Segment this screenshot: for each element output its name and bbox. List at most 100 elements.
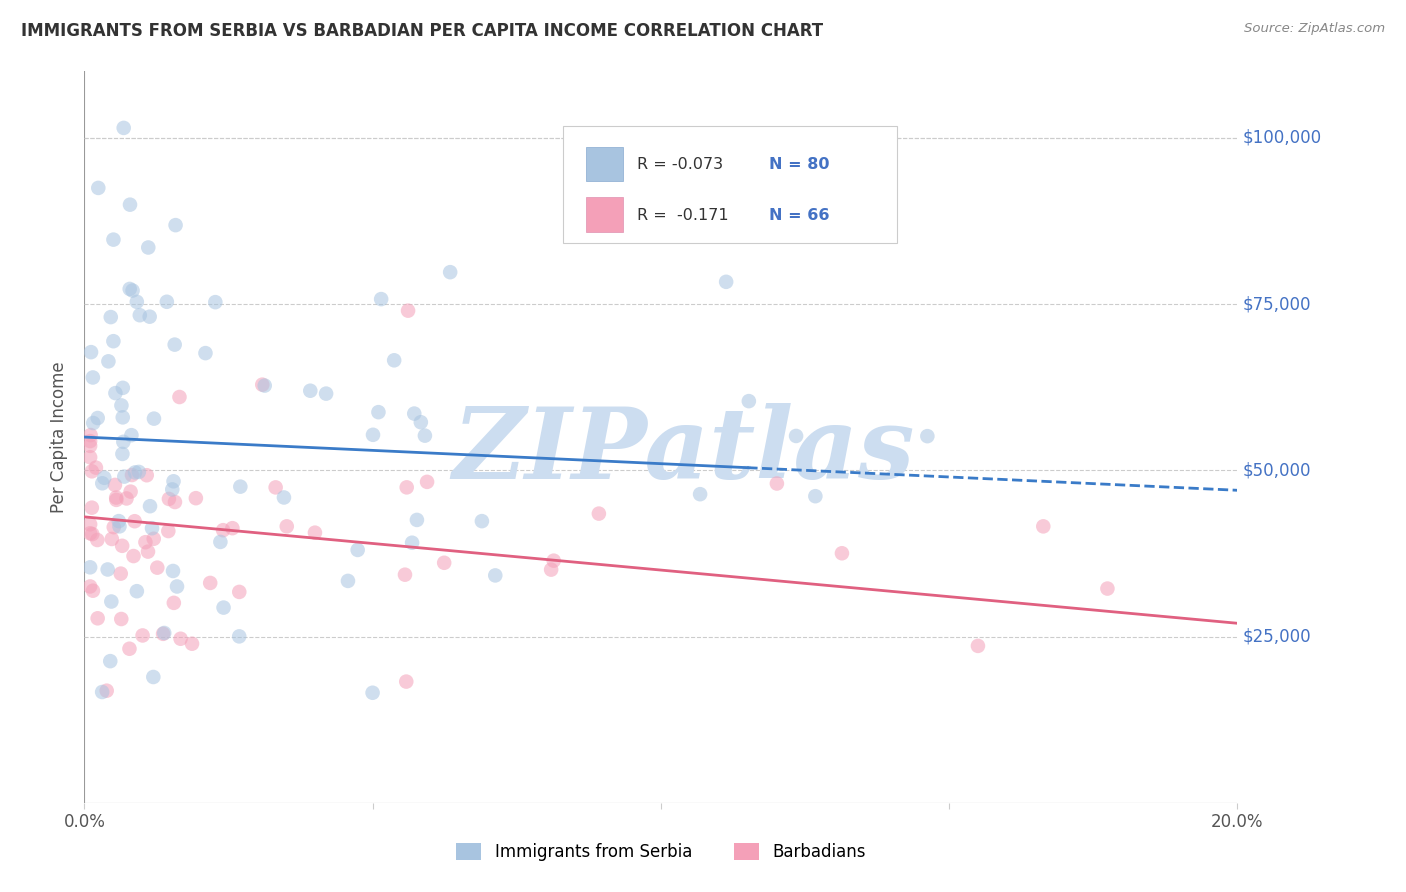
Point xyxy=(184,491,207,505)
Point xyxy=(82,416,104,430)
Point xyxy=(79,434,101,448)
Point xyxy=(79,560,101,574)
Point xyxy=(413,428,436,442)
Point xyxy=(134,535,156,549)
Point xyxy=(112,469,135,483)
Point xyxy=(86,411,108,425)
FancyBboxPatch shape xyxy=(586,147,623,181)
Text: $25,000: $25,000 xyxy=(1243,628,1312,646)
Point xyxy=(382,353,405,368)
Text: R = -0.073: R = -0.073 xyxy=(637,158,723,172)
Point xyxy=(299,384,322,398)
Point xyxy=(194,346,217,360)
Point xyxy=(346,543,368,558)
Point xyxy=(108,519,131,533)
Point xyxy=(252,377,274,392)
Point xyxy=(124,514,146,528)
Point xyxy=(471,514,494,528)
Point xyxy=(141,521,163,535)
Point xyxy=(79,579,101,593)
Text: N = 80: N = 80 xyxy=(769,158,830,172)
Text: $50,000: $50,000 xyxy=(1243,461,1312,479)
Point xyxy=(588,507,610,521)
Point xyxy=(181,637,204,651)
Point xyxy=(103,334,125,349)
Point xyxy=(409,415,432,429)
Point xyxy=(395,674,418,689)
Text: $100,000: $100,000 xyxy=(1243,128,1322,147)
Point xyxy=(110,399,132,413)
Point xyxy=(136,544,159,558)
Point xyxy=(111,381,134,395)
Point xyxy=(82,583,104,598)
Point xyxy=(209,535,232,549)
Point xyxy=(110,612,132,626)
Point xyxy=(80,345,103,359)
Point xyxy=(120,484,142,499)
Point xyxy=(401,535,423,549)
Point xyxy=(738,394,761,409)
Point xyxy=(111,410,134,425)
Point xyxy=(79,450,101,465)
Point xyxy=(157,491,180,506)
Point xyxy=(112,434,135,449)
Point xyxy=(416,475,439,489)
Point xyxy=(125,294,148,309)
Point xyxy=(221,521,243,535)
Point xyxy=(229,480,252,494)
Point xyxy=(484,568,506,582)
Point xyxy=(336,574,359,588)
Point xyxy=(395,480,418,494)
Point xyxy=(131,628,153,642)
Point xyxy=(121,468,143,483)
Text: IMMIGRANTS FROM SERBIA VS BARBADIAN PER CAPITA INCOME CORRELATION CHART: IMMIGRANTS FROM SERBIA VS BARBADIAN PER … xyxy=(21,22,824,40)
Point xyxy=(115,491,138,506)
Point xyxy=(103,520,125,534)
Point xyxy=(162,564,184,578)
Point xyxy=(228,629,250,643)
Point xyxy=(917,429,939,443)
Point xyxy=(107,514,129,528)
Point xyxy=(163,337,186,351)
Point xyxy=(439,265,461,279)
Point xyxy=(122,549,145,563)
Point xyxy=(139,499,162,513)
Point xyxy=(543,554,565,568)
Point xyxy=(96,683,118,698)
Point xyxy=(86,533,108,547)
FancyBboxPatch shape xyxy=(562,126,897,244)
Point xyxy=(361,686,384,700)
Point xyxy=(212,600,235,615)
Point xyxy=(79,439,101,453)
Point xyxy=(110,566,132,581)
Point xyxy=(315,386,337,401)
Point xyxy=(165,218,187,232)
Point xyxy=(146,560,169,574)
Point xyxy=(111,539,134,553)
Point xyxy=(105,491,128,505)
Point xyxy=(714,275,737,289)
Point xyxy=(97,354,120,368)
Point xyxy=(253,378,276,392)
Point xyxy=(153,626,176,640)
Point xyxy=(433,556,456,570)
Text: ZIPatlas: ZIPatlas xyxy=(453,403,915,500)
Point xyxy=(163,495,186,509)
Point xyxy=(101,532,124,546)
Point xyxy=(82,370,104,384)
Point xyxy=(163,596,186,610)
Point xyxy=(404,407,426,421)
Point xyxy=(169,390,191,404)
Point xyxy=(104,386,127,401)
Point xyxy=(264,480,287,494)
Point xyxy=(82,527,104,541)
Point xyxy=(156,294,179,309)
Point xyxy=(370,292,392,306)
Point xyxy=(367,405,389,419)
Point xyxy=(361,427,384,442)
Point xyxy=(162,475,184,489)
Point xyxy=(100,310,122,324)
Point xyxy=(118,197,141,211)
Point xyxy=(142,670,165,684)
Point xyxy=(87,181,110,195)
